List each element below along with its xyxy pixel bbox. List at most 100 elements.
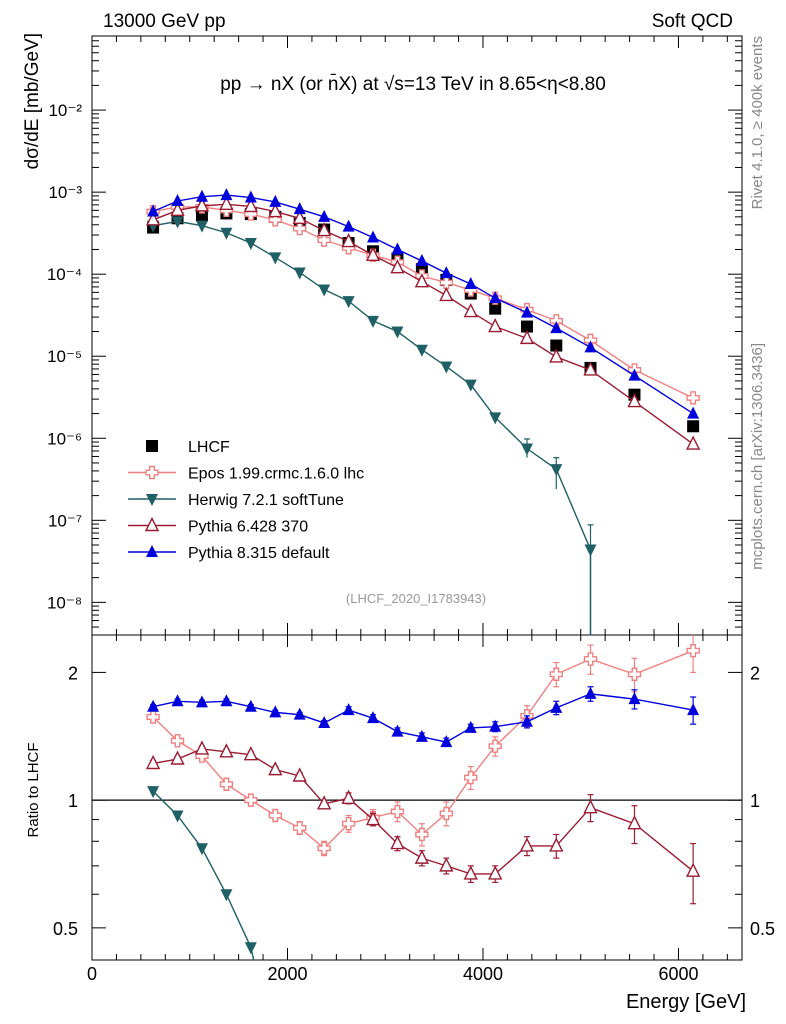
- data-point: [292, 209, 307, 224]
- data-point: [415, 827, 429, 842]
- data-point: [520, 443, 533, 456]
- data-point: [220, 694, 233, 707]
- data-point: [367, 315, 380, 328]
- data-point: [171, 694, 184, 707]
- y-axis-label: dσ/dE [mb/GeV]: [22, 33, 43, 169]
- data-point: [686, 643, 700, 658]
- data-point: [317, 222, 332, 237]
- data-point: [147, 204, 160, 217]
- data-point: [519, 329, 535, 345]
- ratio-tick-label-left: 1: [68, 791, 78, 811]
- main-series-group: [145, 188, 701, 635]
- y-tick-label: 10⁻⁴: [47, 265, 82, 284]
- data-point: [365, 246, 381, 261]
- chart-title: pp → nX (or n̄X) at √s=13 TeV in 8.65<η<…: [220, 74, 606, 95]
- ratio-plot-frame: [91, 634, 743, 961]
- ratio-line: [152, 693, 694, 743]
- data-point: [583, 799, 598, 814]
- ratio-series-3: [145, 740, 701, 905]
- data-point: [414, 273, 430, 288]
- data-point: [268, 213, 282, 227]
- data-point: [584, 340, 597, 353]
- y-tick-label: 10⁻⁵: [47, 347, 82, 366]
- series-line: [152, 194, 694, 415]
- ratio-tick-label-left: 2: [68, 663, 78, 683]
- data-point: [520, 320, 533, 333]
- data-point: [342, 703, 355, 716]
- data-point: [243, 746, 258, 761]
- data-point: [268, 202, 283, 218]
- data-point: [488, 865, 503, 880]
- data-point: [464, 276, 477, 289]
- ratio-tick-label-right: 0.5: [750, 919, 775, 939]
- data-point: [146, 545, 158, 557]
- data-point: [244, 237, 257, 250]
- data-point: [390, 835, 405, 850]
- data-point: [145, 465, 159, 480]
- mcplots-label: mcplots.cern.ch [arXiv:1306.3436]: [749, 343, 766, 570]
- y-tick-label: 10⁻⁶: [47, 429, 82, 448]
- ratio-series-group: [145, 635, 701, 960]
- data-point: [144, 516, 160, 532]
- ratio-tick-label-right: 1: [750, 791, 760, 811]
- data-point: [244, 942, 257, 955]
- data-point: [415, 263, 428, 276]
- data-point: [390, 259, 405, 274]
- data-point: [243, 197, 258, 213]
- data-point: [219, 743, 234, 758]
- header-right: Soft QCD: [652, 11, 733, 32]
- data-point: [687, 420, 700, 433]
- ratio-line: [152, 650, 694, 850]
- data-point: [244, 793, 258, 807]
- data-point: [194, 740, 210, 755]
- ratio-tick-label-right: 2: [750, 663, 760, 683]
- x-tick-label: 0: [87, 964, 97, 984]
- analysis-id-label: (LHCF_2020_I1783943): [346, 591, 486, 606]
- data-point: [439, 286, 454, 302]
- ratio-line: [152, 790, 255, 960]
- data-point: [390, 804, 405, 819]
- data-point: [220, 227, 233, 240]
- data-point: [170, 734, 185, 748]
- data-point: [627, 815, 642, 830]
- rivet-version-label: Rivet 4.1.0, ≥ 400k events: [749, 36, 766, 209]
- data-point: [147, 699, 160, 712]
- data-point: [195, 220, 208, 233]
- data-point: [342, 219, 355, 232]
- y-tick-label: 10⁻⁸: [47, 593, 82, 612]
- data-point: [171, 193, 184, 206]
- data-point: [549, 837, 564, 852]
- data-point: [219, 195, 234, 211]
- data-point: [244, 190, 257, 203]
- data-point: [550, 321, 563, 334]
- data-point: [170, 750, 185, 765]
- legend-entry: LHCF: [188, 439, 230, 456]
- data-point: [687, 406, 700, 419]
- data-point: [463, 865, 478, 880]
- data-point: [628, 368, 641, 381]
- data-point: [342, 296, 355, 309]
- data-point: [146, 440, 158, 452]
- y-tick-label: 10⁻³: [48, 183, 82, 202]
- legend-entry: Pythia 6.428 370: [188, 519, 308, 536]
- legend-entry: Herwig 7.2.1 softTune: [188, 492, 344, 509]
- series-line: [152, 203, 694, 445]
- data-point: [439, 275, 454, 290]
- data-point: [318, 284, 331, 297]
- data-point: [268, 761, 283, 776]
- data-point: [584, 544, 597, 557]
- data-point: [269, 705, 282, 718]
- data-point: [293, 707, 306, 720]
- data-point: [171, 216, 184, 229]
- data-point: [520, 714, 533, 727]
- data-point: [464, 379, 477, 392]
- legend-entry: Pythia 8.315 default: [188, 545, 330, 562]
- data-point: [318, 715, 331, 728]
- data-point: [146, 494, 158, 506]
- data-point: [269, 194, 282, 207]
- data-point: [627, 393, 642, 408]
- data-point: [269, 252, 282, 265]
- data-point: [439, 806, 454, 821]
- ratio-tick-label-left: 0.5: [53, 919, 78, 939]
- data-point: [415, 729, 428, 742]
